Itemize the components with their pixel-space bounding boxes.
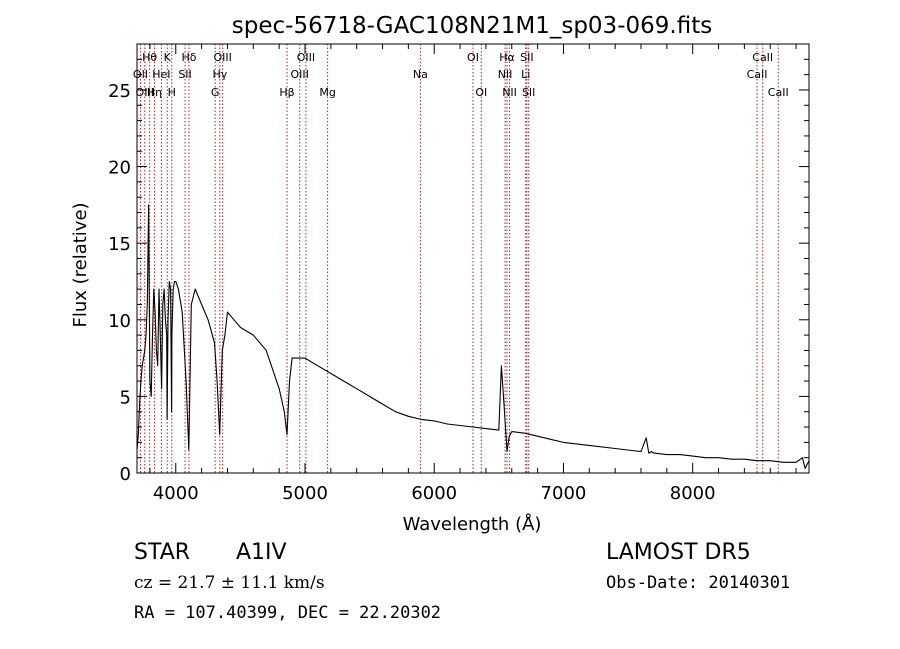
ra-dec-coordinates: RA = 107.40399, DEC = 22.20302 (134, 603, 442, 623)
line-label-1: OII (133, 68, 148, 81)
line-label-16: Na (413, 68, 428, 81)
axis-ticks: 4000 5000 6000 7000 8000 0 5 10 15 20 25 (108, 44, 809, 504)
y-tick-label-4: 20 (108, 158, 131, 179)
object-class: STAR (134, 540, 191, 565)
observation-date: Obs-Date: 20140301 (606, 573, 791, 593)
emission-line-markers (139, 44, 779, 473)
line-label-5: HeI (152, 68, 170, 81)
y-axis-label: Flux (relative) (70, 202, 91, 327)
line-label-4: K (164, 51, 172, 64)
line-label-21: NII (502, 86, 517, 99)
line-label-2: OIII (136, 86, 154, 99)
y-tick-label-1: 5 (120, 387, 131, 408)
line-label-23: Li (521, 68, 530, 81)
spectrum-line (136, 204, 810, 469)
x-tick-label-2: 6000 (411, 483, 457, 504)
y-tick-label-2: 10 (108, 311, 131, 332)
x-tick-label-1: 5000 (282, 483, 328, 504)
redshift-velocity: cz = 21.7 ± 11.1 km/s (134, 573, 325, 593)
line-label-24: SII (522, 86, 535, 99)
x-tick-label-3: 7000 (541, 483, 587, 504)
line-label-10: Hγ (212, 68, 227, 81)
line-label-7: Hδ (181, 51, 196, 64)
line-label-6: H (168, 86, 176, 99)
line-label-26: CaII (747, 68, 768, 81)
chart-title: spec-56718-GAC108N21M1_sp03-069.fits (232, 13, 712, 39)
y-tick-label-0: 0 (120, 464, 131, 485)
line-label-3: Hη (147, 86, 162, 99)
line-label-9: OIII (213, 51, 231, 64)
line-label-19: Hα (499, 51, 515, 64)
object-subclass: A1IV (236, 540, 287, 565)
line-label-13: OIII (297, 51, 315, 64)
line-label-14: OIII (291, 68, 309, 81)
line-label-0: Hθ (142, 51, 157, 64)
line-label-27: CaII (768, 86, 789, 99)
x-tick-label-4: 8000 (670, 483, 716, 504)
line-label-22: SII (520, 51, 533, 64)
line-label-17: OI (467, 51, 479, 64)
x-tick-label-0: 4000 (153, 483, 199, 504)
survey-name: LAMOST DR5 (606, 540, 751, 565)
line-label-18: OI (475, 86, 487, 99)
y-tick-label-3: 15 (108, 234, 131, 255)
line-label-15: Mg (319, 86, 335, 99)
line-label-25: CaII (752, 51, 773, 64)
line-label-11: G (211, 86, 220, 99)
line-label-20: NII (498, 68, 513, 81)
y-tick-label-5: 25 (108, 81, 131, 102)
x-axis-label: Wavelength (Å) (403, 513, 542, 535)
spectrum-series (136, 204, 810, 469)
line-label-12: Hβ (279, 86, 294, 99)
line-label-8: SII (178, 68, 191, 81)
